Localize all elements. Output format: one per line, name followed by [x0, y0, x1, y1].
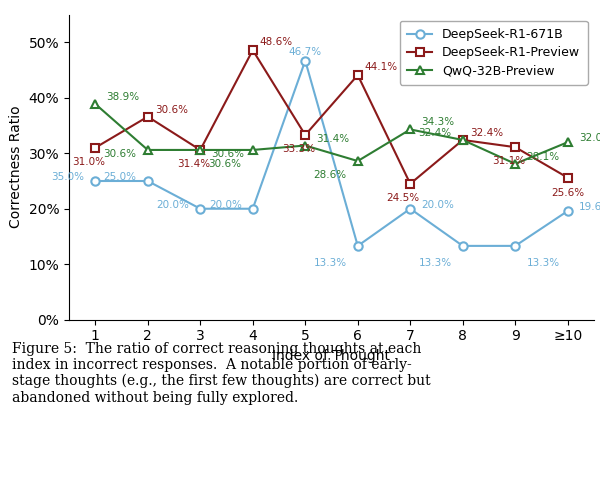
Text: 31.1%: 31.1%: [492, 156, 525, 166]
Text: 32.0%: 32.0%: [579, 133, 600, 143]
Text: 32.4%: 32.4%: [470, 128, 503, 138]
Text: 32.4%: 32.4%: [419, 128, 452, 138]
Text: 44.1%: 44.1%: [365, 62, 398, 72]
Text: 33.3%: 33.3%: [282, 144, 315, 154]
Text: 13.3%: 13.3%: [314, 258, 347, 267]
Text: 30.6%: 30.6%: [155, 105, 188, 115]
Text: 20.0%: 20.0%: [421, 200, 454, 209]
Text: 38.9%: 38.9%: [106, 92, 139, 102]
Text: 48.6%: 48.6%: [260, 37, 293, 47]
Text: 30.6%: 30.6%: [211, 149, 244, 159]
Text: 35.0%: 35.0%: [51, 172, 84, 182]
Text: Figure 5:  The ratio of correct reasoning thoughts at each
index in incorrect re: Figure 5: The ratio of correct reasoning…: [12, 342, 431, 405]
Legend: DeepSeek-R1-671B, DeepSeek-R1-Preview, QwQ-32B-Preview: DeepSeek-R1-671B, DeepSeek-R1-Preview, Q…: [400, 21, 588, 85]
Text: 30.6%: 30.6%: [209, 159, 242, 169]
Text: 25.6%: 25.6%: [551, 188, 584, 198]
Text: 34.3%: 34.3%: [421, 118, 454, 127]
Text: 13.3%: 13.3%: [419, 258, 452, 267]
Text: 30.6%: 30.6%: [104, 149, 137, 159]
Text: 31.4%: 31.4%: [316, 134, 349, 143]
Text: 20.0%: 20.0%: [209, 200, 242, 209]
Text: 31.4%: 31.4%: [177, 159, 210, 169]
Text: 20.0%: 20.0%: [156, 200, 189, 209]
Text: 13.3%: 13.3%: [526, 258, 559, 267]
Text: 19.6%: 19.6%: [579, 202, 600, 212]
Text: 28.1%: 28.1%: [526, 152, 559, 162]
X-axis label: Index of Thought: Index of Thought: [272, 349, 391, 363]
Text: 46.7%: 46.7%: [289, 47, 322, 57]
Text: 31.0%: 31.0%: [72, 157, 105, 166]
Text: 24.5%: 24.5%: [387, 193, 420, 203]
Text: 25.0%: 25.0%: [104, 172, 137, 182]
Text: 28.6%: 28.6%: [314, 170, 347, 180]
Y-axis label: Correctness Ratio: Correctness Ratio: [9, 106, 23, 228]
